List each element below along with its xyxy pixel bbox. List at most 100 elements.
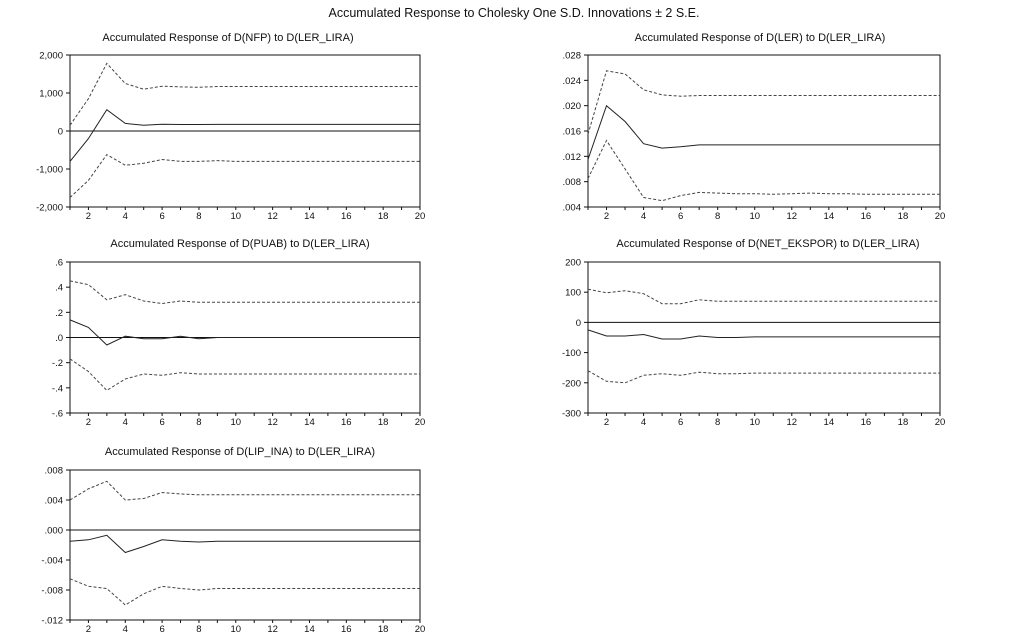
x-tick-label: 16 [861, 211, 872, 222]
upper-band-line [69, 62, 420, 126]
x-tick-label: 12 [267, 211, 278, 222]
x-tick-label: 6 [159, 417, 164, 428]
y-tick-label: -.012 [41, 616, 63, 627]
x-tick-label: 12 [267, 417, 278, 428]
x-tick-label: 8 [196, 211, 201, 222]
y-tick-label: .016 [563, 127, 582, 138]
x-tick-label: 8 [715, 211, 720, 222]
y-tick-label: -.6 [52, 409, 63, 420]
x-tick-label: 14 [824, 417, 835, 428]
chart-panel-5: Accumulated Response of D(LIP_INA) to D(… [41, 446, 425, 635]
x-tick-label: 2 [86, 624, 91, 635]
figure-title: Accumulated Response to Cholesky One S.D… [328, 6, 700, 20]
panel-title: Accumulated Response of D(NFP) to D(LER_… [102, 32, 353, 44]
y-tick-label: .4 [55, 283, 63, 294]
x-tick-label: 4 [641, 417, 646, 428]
y-tick-label: 2,000 [39, 51, 63, 62]
y-tick-label: .2 [55, 308, 63, 319]
x-tick-label: 20 [935, 417, 946, 428]
panel-title: Accumulated Response of D(LIP_INA) to D(… [105, 446, 375, 458]
upper-band-line [587, 288, 940, 305]
x-tick-label: 6 [678, 211, 683, 222]
y-tick-label: -.2 [52, 358, 63, 369]
x-tick-label: 10 [749, 211, 760, 222]
x-tick-label: 8 [715, 417, 720, 428]
x-tick-label: 14 [304, 211, 315, 222]
x-tick-label: 10 [749, 417, 760, 428]
y-tick-label: .0 [55, 333, 63, 344]
response-line [69, 534, 420, 554]
x-tick-label: 2 [86, 211, 91, 222]
x-tick-label: 20 [415, 417, 426, 428]
lower-band-line [587, 139, 940, 202]
x-tick-label: 20 [415, 211, 426, 222]
x-tick-label: 4 [641, 211, 646, 222]
y-tick-label: .008 [563, 177, 582, 188]
y-tick-label: 200 [565, 258, 581, 269]
lower-band-line [69, 153, 420, 198]
y-tick-label: -2,000 [36, 203, 63, 214]
panel-title: Accumulated Response of D(LER) to D(LER_… [635, 32, 886, 44]
x-tick-label: 4 [123, 624, 128, 635]
x-tick-label: 18 [378, 624, 389, 635]
x-tick-label: 2 [604, 417, 609, 428]
chart-panel-2: Accumulated Response of D(LER) to D(LER_… [563, 32, 946, 222]
y-tick-label: .012 [563, 152, 582, 163]
x-tick-label: 4 [123, 211, 128, 222]
x-tick-label: 16 [341, 417, 352, 428]
x-tick-label: 8 [196, 417, 201, 428]
plot-frame [69, 469, 421, 621]
x-tick-label: 20 [935, 211, 946, 222]
x-tick-label: 8 [196, 624, 201, 635]
x-tick-label: 18 [378, 417, 389, 428]
y-tick-label: .6 [55, 258, 63, 269]
chart-panel-3: Accumulated Response of D(PUAB) to D(LER… [52, 238, 425, 428]
y-tick-label: -.004 [41, 556, 63, 567]
x-tick-label: 18 [898, 211, 909, 222]
x-tick-label: 16 [341, 624, 352, 635]
x-tick-label: 12 [267, 624, 278, 635]
upper-band-line [69, 480, 420, 501]
x-tick-label: 12 [787, 417, 798, 428]
x-tick-label: 14 [824, 211, 835, 222]
y-tick-label: .028 [563, 51, 582, 62]
x-tick-label: 6 [678, 417, 683, 428]
y-tick-label: -200 [562, 378, 581, 389]
y-tick-label: .004 [45, 496, 64, 507]
upper-band-line [587, 70, 940, 135]
x-tick-label: 16 [341, 211, 352, 222]
response-line [587, 104, 940, 160]
y-tick-label: .024 [563, 76, 582, 87]
upper-band-line [69, 280, 420, 305]
response-line [69, 108, 420, 162]
chart-panel-1: Accumulated Response of D(NFP) to D(LER_… [36, 32, 425, 222]
x-tick-label: 16 [861, 417, 872, 428]
lower-band-line [69, 578, 420, 606]
lower-band-line [587, 370, 940, 384]
lower-band-line [69, 358, 420, 392]
y-tick-label: .004 [563, 203, 582, 214]
y-tick-label: 100 [565, 288, 581, 299]
y-tick-label: -300 [562, 409, 581, 420]
y-tick-label: .020 [563, 101, 582, 112]
plot-frame [587, 261, 941, 414]
y-tick-label: 0 [58, 127, 63, 138]
x-tick-label: 14 [304, 417, 315, 428]
x-tick-label: 20 [415, 624, 426, 635]
x-tick-label: 6 [159, 211, 164, 222]
x-tick-label: 14 [304, 624, 315, 635]
y-tick-label: 0 [576, 318, 581, 329]
chart-panel-4: Accumulated Response of D(NET_EKSPOR) to… [562, 238, 945, 428]
panel-title: Accumulated Response of D(PUAB) to D(LER… [110, 238, 369, 250]
y-tick-label: -100 [562, 348, 581, 359]
x-tick-label: 10 [231, 624, 242, 635]
plot-frame [587, 54, 941, 208]
y-tick-label: -.008 [41, 586, 63, 597]
y-tick-label: -.4 [52, 383, 63, 394]
x-tick-label: 2 [604, 211, 609, 222]
y-tick-label: .000 [45, 526, 64, 537]
x-tick-label: 12 [787, 211, 798, 222]
panel-title: Accumulated Response of D(NET_EKSPOR) to… [616, 238, 919, 250]
response-line [587, 329, 940, 340]
